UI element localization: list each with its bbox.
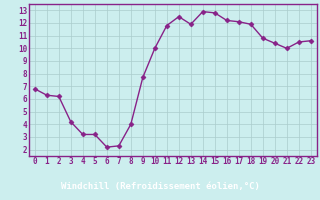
Text: Windchill (Refroidissement éolien,°C): Windchill (Refroidissement éolien,°C) xyxy=(60,182,260,192)
